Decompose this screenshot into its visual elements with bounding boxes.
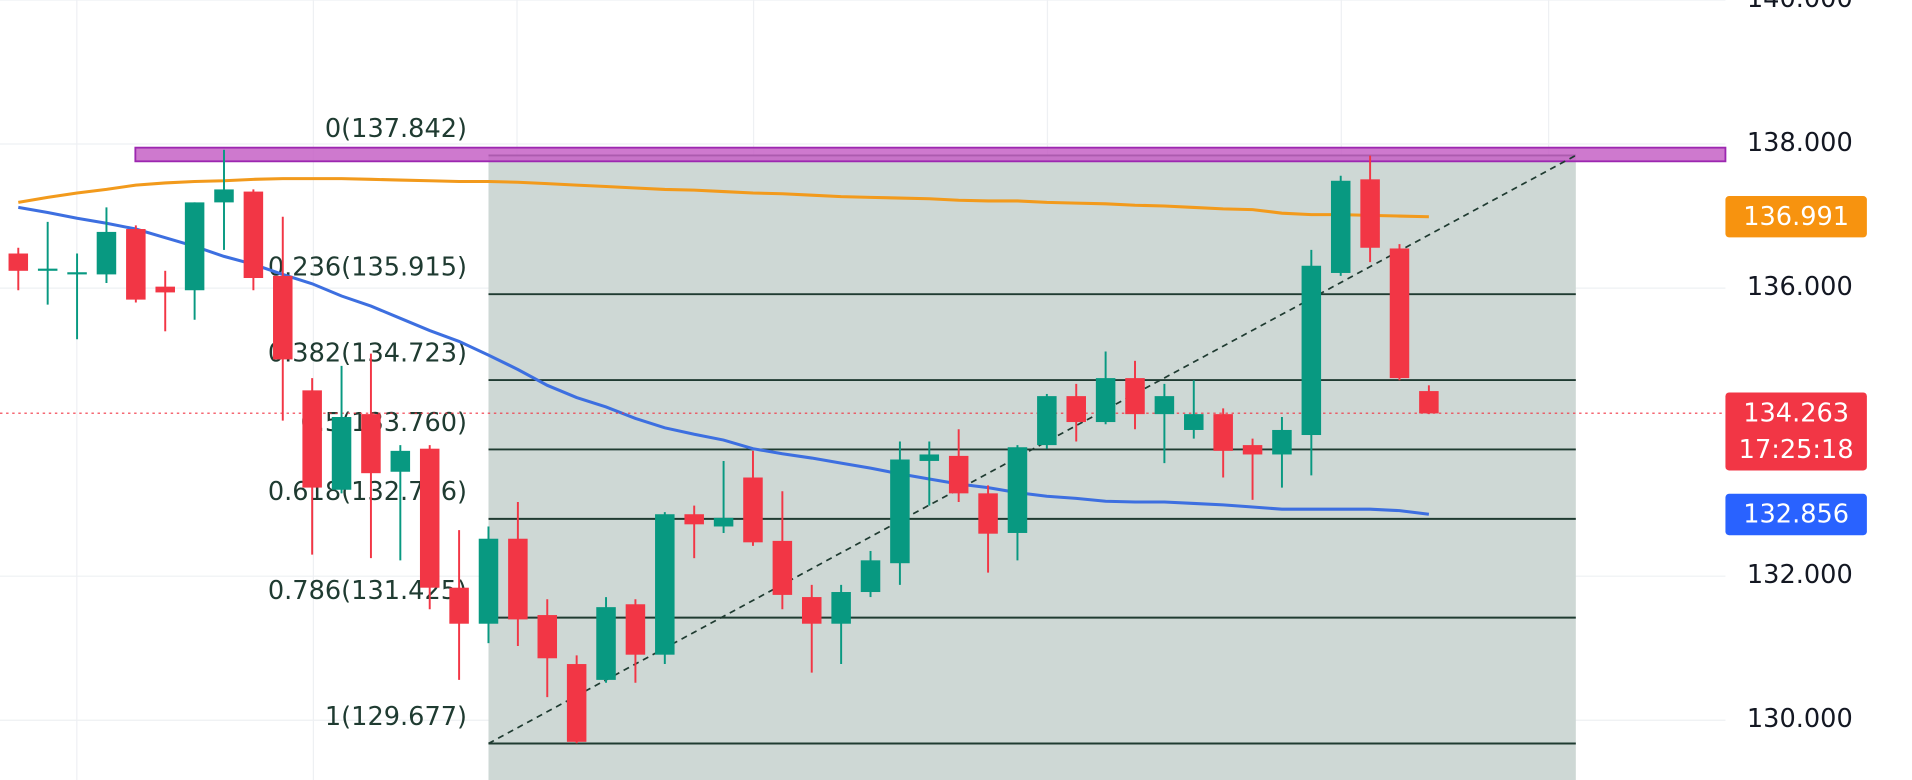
- candle-body: [8, 253, 29, 271]
- price-tag-label: 132.856: [1743, 500, 1849, 530]
- candle-body: [361, 414, 381, 474]
- candle-body: [978, 493, 998, 534]
- candle-body: [184, 202, 205, 291]
- price-tag: [1725, 195, 1867, 238]
- candle-body: [1213, 414, 1233, 451]
- fib-label: 1(129.677): [325, 702, 467, 732]
- candle-body: [1330, 180, 1351, 273]
- candle-body: [1419, 391, 1439, 414]
- candle-body: [1037, 396, 1057, 446]
- candle-body: [37, 268, 58, 271]
- candle-body: [1301, 265, 1322, 436]
- candle-body: [596, 607, 616, 680]
- y-tick-label: 140.000: [1747, 0, 1853, 14]
- candle-body: [273, 275, 293, 360]
- candle-body: [214, 189, 234, 203]
- candle-body: [919, 454, 940, 461]
- price-tag: [1725, 392, 1867, 471]
- candle-body: [1125, 378, 1145, 415]
- fib-zone: [488, 155, 1576, 780]
- fib-label: 0.236(135.915): [268, 253, 467, 283]
- y-tick-label: 132.000: [1747, 560, 1853, 590]
- candle-body: [1360, 179, 1380, 248]
- fib-label: 0.5(133.760): [300, 408, 467, 438]
- candle-body: [537, 615, 558, 659]
- candle-body: [67, 272, 87, 275]
- candle-body: [684, 514, 704, 525]
- fib-label: 0.382(134.723): [268, 338, 467, 368]
- candle-body: [449, 587, 469, 624]
- price-tag-label: 134.263: [1743, 398, 1849, 428]
- candle-body: [1389, 248, 1410, 379]
- candle-body: [566, 664, 587, 742]
- candle-body: [96, 231, 117, 275]
- candle-body: [743, 477, 763, 543]
- candle-body: [1066, 396, 1086, 423]
- candle-body: [331, 417, 352, 490]
- y-tick-label: 136.000: [1747, 272, 1853, 302]
- candle-body: [1154, 396, 1175, 415]
- candle-body: [302, 390, 322, 488]
- resistance-box: [134, 146, 1727, 163]
- candle-body: [948, 455, 969, 494]
- countdown-label: 17:25:18: [1739, 435, 1854, 465]
- price-tag: [1725, 493, 1867, 536]
- y-tick-label: 138.000: [1747, 128, 1853, 158]
- candle-body: [801, 597, 822, 624]
- candle-body: [508, 538, 528, 620]
- candle-body: [655, 514, 675, 655]
- candle-body: [625, 604, 646, 655]
- candle-body: [713, 517, 734, 527]
- candle-body: [1007, 447, 1028, 533]
- candle-body: [772, 540, 793, 595]
- y-tick-label: 130.000: [1747, 704, 1853, 734]
- candle-body: [478, 538, 499, 624]
- candle-body: [1242, 445, 1263, 455]
- candle-body: [831, 592, 851, 624]
- fib-trend-line: [488, 154, 1577, 745]
- candle-body: [155, 286, 175, 293]
- candle-body: [890, 459, 910, 564]
- candle-body: [1095, 378, 1116, 423]
- price-tag-label: 136.991: [1743, 202, 1849, 232]
- candle-body: [1184, 414, 1204, 430]
- candle-body: [419, 448, 440, 588]
- candle-body: [126, 229, 146, 300]
- fib-label: 0(137.842): [325, 114, 467, 144]
- candle-body: [1272, 429, 1292, 455]
- candle-body: [243, 191, 264, 279]
- candle-body: [390, 450, 411, 472]
- candle-body: [860, 560, 881, 593]
- moving-average: [18, 177, 1429, 219]
